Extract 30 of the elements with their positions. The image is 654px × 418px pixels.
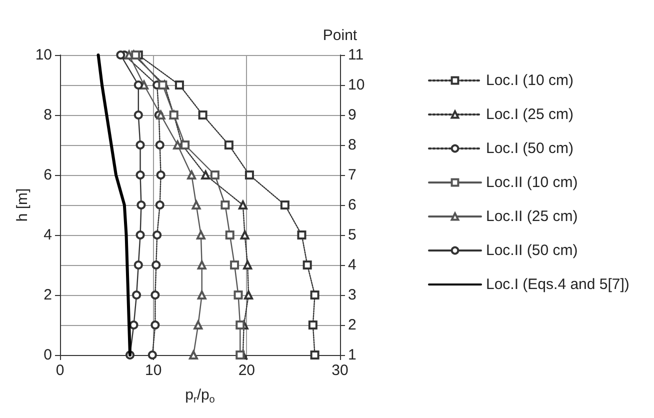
y-tick-label: 4 <box>44 226 52 244</box>
legend-label: Loc.II (50 cm) <box>486 242 578 259</box>
y-tick-label: 0 <box>44 346 52 364</box>
y2-tick-label: 1 <box>348 346 356 364</box>
y2-tick-label: 3 <box>348 286 356 304</box>
x-tick-label: 10 <box>144 362 162 379</box>
y2-tick-label: 10 <box>348 76 365 94</box>
y-tick-label: 10 <box>35 46 52 64</box>
legend-label: Loc.I (25 cm) <box>486 106 574 123</box>
y2-tick-label: 5 <box>348 226 356 244</box>
y-tick-label: 2 <box>44 286 52 304</box>
y2-tick-label: 4 <box>348 256 356 274</box>
y2-tick-label: 9 <box>348 106 356 124</box>
legend-label: Loc.I (Eqs.4 and 5[7]) <box>486 276 630 293</box>
legend-label: Loc.II (25 cm) <box>486 208 578 225</box>
legend-label: Loc.I (50 cm) <box>486 140 574 157</box>
y-tick-label: 6 <box>44 166 52 184</box>
y2-tick-label: 6 <box>348 196 356 214</box>
legend-label: Loc.II (10 cm) <box>486 174 578 191</box>
legend-label: Loc.I (10 cm) <box>486 72 574 89</box>
y-tick-label: 8 <box>44 106 52 124</box>
y2-tick-label: 7 <box>348 166 356 184</box>
x-tick-label: 30 <box>332 362 348 379</box>
y2-tick-label: 2 <box>348 316 356 334</box>
y-axis-title: h [m] <box>14 188 31 222</box>
y2-tick-label: 8 <box>348 136 356 154</box>
y2-axis-title: Point <box>322 27 358 44</box>
x-tick-label: 0 <box>56 362 64 379</box>
y2-tick-label: 11 <box>348 46 364 64</box>
x-tick-label: 20 <box>238 362 256 379</box>
